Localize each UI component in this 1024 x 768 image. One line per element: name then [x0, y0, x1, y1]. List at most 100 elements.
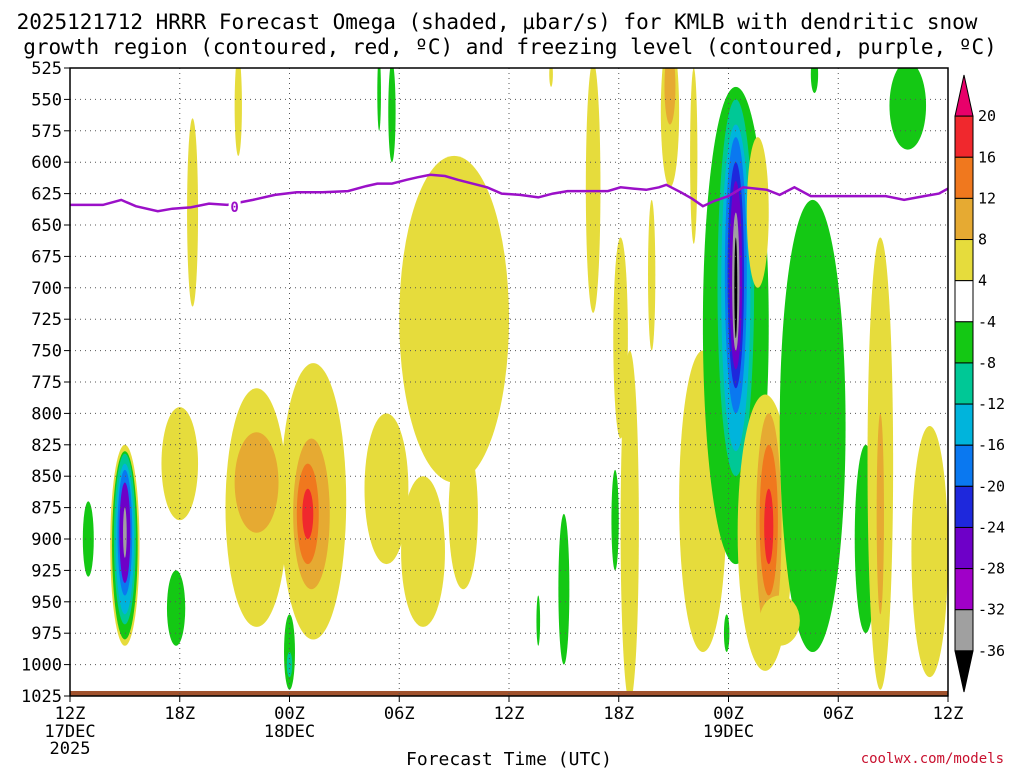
- freezing-level-contour: 0: [70, 173, 948, 216]
- colorbar-label-10: -24: [978, 518, 1005, 536]
- colorbar-top-triangle: [954, 74, 974, 117]
- xtick-year-0: 2025: [50, 739, 91, 759]
- freezing-level-line: [70, 173, 948, 213]
- colorbar-label-2: 12: [978, 189, 996, 207]
- omega-region-24: [399, 155, 509, 483]
- omega-region-54: [889, 68, 927, 150]
- omega-region-7: [82, 501, 94, 577]
- omega-region-13: [234, 432, 279, 533]
- chart-title-line2: growth region (contoured, red, ºC) and f…: [23, 35, 997, 59]
- ytick-label-875: 875: [31, 499, 62, 519]
- colorbar-seg-3: [954, 197, 974, 241]
- freezing-level-label: 0: [230, 200, 238, 216]
- colorbar-seg-4: [954, 239, 974, 282]
- omega-region-57: [690, 68, 698, 244]
- colorbar-label-9: -20: [978, 477, 1005, 495]
- colorbar-label-13: -36: [978, 642, 1005, 660]
- colorbar-label-7: -12: [978, 395, 1005, 413]
- omega-region-59: [759, 595, 800, 646]
- xtick-sublabel-2: 18DEC: [264, 722, 315, 742]
- colorbar-seg-8: [954, 403, 974, 446]
- omega-region-60: [549, 68, 553, 87]
- omega-region-9: [187, 118, 199, 307]
- omega-region-48: [764, 488, 774, 565]
- ytick-label-750: 750: [31, 342, 62, 362]
- colorbar-label-5: -4: [978, 313, 996, 331]
- ytick-label-550: 550: [31, 90, 62, 110]
- ytick-label-725: 725: [31, 310, 62, 330]
- colorbar-label-0: 20: [978, 107, 996, 125]
- omega-region-52: [876, 413, 884, 615]
- ytick-label-1000: 1000: [21, 656, 62, 676]
- colorbar-label-11: -28: [978, 560, 1005, 578]
- xtick-label-2: 00Z: [274, 704, 305, 724]
- xtick-sublabel-0: 17DEC: [44, 722, 95, 742]
- colorbar-label-12: -32: [978, 601, 1005, 619]
- ytick-label-900: 900: [31, 530, 62, 550]
- omega-region-10: [234, 68, 242, 156]
- ytick-label-1025: 1025: [21, 687, 62, 707]
- chart-title-line1: 2025121712 HRRR Forecast Omega (shaded, …: [17, 10, 978, 34]
- omega-region-56: [377, 68, 381, 131]
- colorbar-label-6: -8: [978, 354, 996, 372]
- xtick-label-0: 12Z: [55, 704, 86, 724]
- y-axis-ticks: 525 550 575 600 625 650 675 700 725 750 775 800 825 8…: [21, 59, 70, 707]
- colorbar-label-3: 8: [978, 231, 987, 249]
- omega-region-31: [620, 350, 639, 696]
- xtick-sublabel-6: 19DEC: [703, 722, 754, 742]
- freezing-level-label-bg: [228, 197, 241, 215]
- colorbar-seg-11: [954, 526, 974, 570]
- omega-region-55: [810, 68, 819, 94]
- colorbar-seg-13: [954, 609, 974, 652]
- colorbar-seg-2: [954, 156, 974, 199]
- ytick-label-975: 975: [31, 624, 62, 644]
- colorbar-label-1: 16: [978, 148, 996, 166]
- colorbar: 20 16 12 8 4 -4 -8 -12 -16 -20 -24 -28 -32 -36: [954, 74, 1005, 693]
- ytick-label-800: 800: [31, 404, 62, 424]
- omega-region-28: [611, 469, 619, 571]
- ytick-label-850: 850: [31, 467, 62, 487]
- colorbar-label-4: 4: [978, 272, 987, 290]
- colorbar-bottom-triangle: [954, 650, 974, 693]
- omega-region-25: [388, 68, 396, 163]
- xtick-label-8: 12Z: [933, 704, 964, 724]
- omega-shaded-field: [82, 68, 948, 696]
- xtick-label-1: 18Z: [164, 704, 195, 724]
- colorbar-seg-7: [954, 362, 974, 405]
- xtick-label-4: 12Z: [494, 704, 525, 724]
- xtick-label-7: 06Z: [823, 704, 854, 724]
- ytick-label-825: 825: [31, 436, 62, 456]
- colorbar-seg-10: [954, 485, 974, 528]
- colorbar-seg-1: [954, 115, 974, 158]
- omega-region-49: [779, 199, 846, 653]
- omega-region-8: [166, 570, 186, 646]
- ytick-label-625: 625: [31, 185, 62, 205]
- colorbar-seg-5: [954, 280, 974, 323]
- ytick-label-675: 675: [31, 247, 62, 267]
- omega-region-6: [123, 507, 127, 558]
- omega-region-30: [585, 68, 601, 313]
- xtick-label-3: 06Z: [384, 704, 415, 724]
- omega-region-53: [911, 425, 948, 678]
- omega-region-21: [401, 476, 445, 627]
- ytick-label-925: 925: [31, 561, 62, 581]
- credit-text: coolwx.com/models: [861, 751, 1004, 767]
- ytick-label-575: 575: [31, 122, 62, 142]
- x-axis-label: Forecast Time (UTC): [406, 749, 612, 768]
- omega-region-32: [648, 199, 656, 351]
- ytick-label-600: 600: [31, 153, 62, 173]
- ytick-label-950: 950: [31, 593, 62, 613]
- ytick-label-700: 700: [31, 279, 62, 299]
- colorbar-seg-12: [954, 568, 974, 611]
- xtick-label-6: 00Z: [713, 704, 744, 724]
- omega-region-20: [364, 413, 409, 565]
- omega-region-34: [664, 68, 676, 125]
- colorbar-seg-6: [954, 321, 974, 364]
- omega-region-26: [536, 595, 541, 646]
- ytick-label-775: 775: [31, 373, 62, 393]
- omega-region-19: [286, 652, 293, 678]
- omega-region-44: [746, 137, 769, 288]
- omega-region-17: [302, 488, 314, 539]
